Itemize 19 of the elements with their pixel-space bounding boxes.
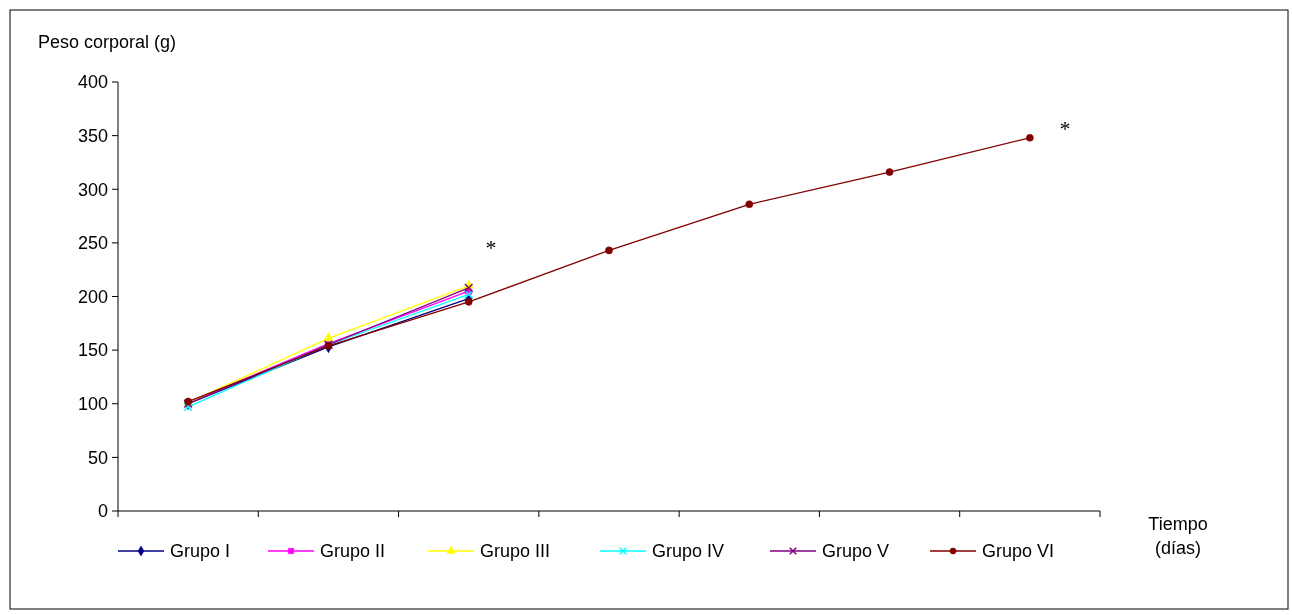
y-tick-label: 150 bbox=[77, 340, 108, 361]
legend-label: Grupo VI bbox=[982, 541, 1055, 562]
legend-label: Grupo IV bbox=[652, 541, 725, 562]
annotation: * bbox=[485, 235, 497, 260]
y-tick-label: 0 bbox=[97, 501, 108, 522]
legend-label: Grupo III bbox=[480, 541, 551, 562]
y-tick-label: 350 bbox=[77, 125, 108, 146]
y-tick-label: 300 bbox=[77, 179, 108, 200]
y-tick-label: 400 bbox=[77, 72, 108, 93]
y-tick-label: 50 bbox=[87, 447, 108, 468]
legend-label: Grupo II bbox=[320, 541, 386, 562]
x-axis-title: Tiempo (días) bbox=[1148, 514, 1208, 558]
y-tick-label: 200 bbox=[77, 286, 108, 307]
legend-label: Grupo V bbox=[822, 541, 890, 562]
y-axis-title: Peso corporal (g) bbox=[38, 32, 177, 52]
legend-label: Grupo I bbox=[170, 541, 231, 562]
y-tick-label: 100 bbox=[77, 394, 108, 415]
y-tick-label: 250 bbox=[77, 233, 108, 254]
annotation: * bbox=[1059, 116, 1071, 141]
